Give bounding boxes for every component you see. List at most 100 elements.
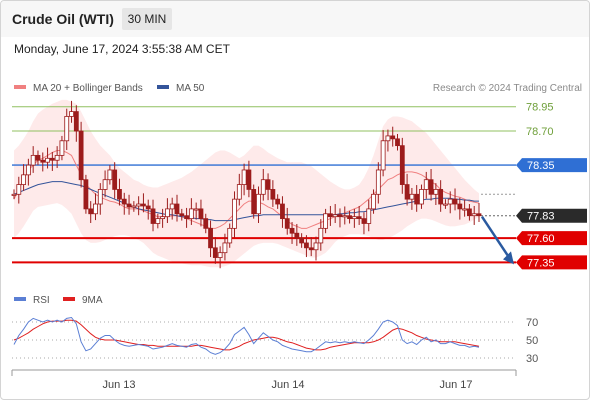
candle-body — [246, 169, 252, 190]
candle-body — [342, 215, 348, 218]
rsi-ma-legend-swatch — [63, 297, 75, 301]
last-price-label: 77.83 — [527, 211, 555, 223]
candle-body — [165, 208, 170, 218]
candle-body — [69, 111, 74, 117]
candle-body — [409, 193, 415, 200]
rsi-level-label-70: 70 — [526, 317, 538, 329]
rsi-ma-legend-label: 9MA — [82, 295, 103, 306]
candle-body — [145, 205, 151, 210]
pivot-label: 78.35 — [527, 160, 555, 172]
candle-body — [11, 193, 17, 196]
candle-body — [471, 213, 477, 217]
candle-body — [395, 138, 400, 147]
candle-body — [121, 198, 127, 205]
support-label-5: 77.35 — [527, 257, 555, 269]
candle-body — [102, 179, 108, 190]
candle-body — [227, 227, 233, 244]
candle-body — [337, 214, 343, 218]
candle-body — [30, 154, 36, 166]
candle-body — [174, 203, 180, 215]
candle-body — [423, 179, 429, 190]
candle-body — [361, 218, 367, 224]
candle-body — [270, 189, 276, 200]
candle-body — [390, 135, 396, 140]
candle-body — [25, 164, 31, 176]
candle-body — [366, 208, 372, 224]
forecast-arrow — [480, 216, 514, 265]
candle-body — [73, 111, 79, 132]
price-levels — [12, 106, 516, 264]
candle-body — [260, 179, 266, 195]
candle-body — [150, 208, 156, 224]
candle-body — [318, 227, 324, 244]
support-label-box-5 — [516, 255, 587, 270]
candle-body — [356, 216, 362, 220]
candle-body — [83, 179, 89, 210]
support-label-box-4 — [516, 231, 587, 246]
candle-body — [385, 135, 391, 142]
candle-body — [380, 140, 386, 171]
candle-body — [304, 242, 309, 249]
credit-text: Research © 2024 Trading Central — [433, 83, 582, 94]
candle-body — [40, 159, 46, 163]
candle-body — [21, 174, 26, 185]
rsi-level-label-30: 30 — [526, 353, 538, 365]
candle-body — [179, 213, 185, 217]
x-tick-jun14: Jun 14 — [271, 379, 304, 391]
candle-body — [428, 179, 434, 195]
candle-body — [327, 213, 333, 218]
ma50-legend-swatch — [157, 85, 169, 89]
candle-body — [232, 198, 237, 229]
candle-body — [452, 198, 458, 205]
candle-body — [399, 145, 405, 185]
candle-body — [97, 189, 103, 205]
candle-body — [433, 189, 439, 195]
chart-datetime: Monday, June 17, 2024 3:55:38 AM CET — [14, 42, 230, 56]
candle-body — [45, 157, 50, 163]
x-tick-jun17: Jun 17 — [439, 379, 472, 391]
candlesticks — [11, 100, 482, 269]
resistance-label-1: 78.70 — [526, 126, 554, 138]
candle-body — [49, 157, 55, 161]
candle-body — [35, 154, 41, 161]
candle-body — [275, 198, 281, 205]
candle-body — [280, 203, 285, 220]
support-label-4: 77.60 — [527, 233, 555, 245]
rsi-legend-label: RSI — [33, 295, 50, 306]
candle-body — [93, 203, 98, 215]
candle-body — [351, 216, 357, 220]
candle-body — [289, 227, 295, 234]
candle-body — [203, 218, 209, 229]
timeframe-badge[interactable]: 30 MIN — [122, 8, 172, 30]
candle-body — [284, 218, 290, 229]
candle-body — [184, 215, 189, 220]
ma20-legend-label: MA 20 + Bollinger Bands — [33, 83, 143, 94]
candle-body — [222, 242, 228, 254]
candle-body — [169, 203, 175, 210]
candle-body — [64, 116, 70, 142]
instrument-title: Crude Oil (WTI) — [12, 11, 114, 27]
rsi-line — [13, 316, 480, 355]
rsi-level-label-50: 50 — [526, 335, 538, 347]
candle-body — [131, 205, 137, 208]
candle-body — [241, 169, 247, 185]
candle-body — [78, 130, 84, 181]
rsi-panel: 70 50 30 — [12, 316, 538, 365]
ma50-legend-label: MA 50 — [176, 83, 205, 94]
candle-body — [126, 203, 132, 208]
rsi-ma-line — [13, 319, 480, 351]
x-tick-jun13: Jun 13 — [102, 379, 135, 391]
candle-body — [467, 208, 472, 217]
candle-body — [265, 179, 271, 190]
candle-body — [141, 203, 146, 207]
candle-body — [414, 193, 420, 205]
candle-body — [347, 215, 352, 220]
candle-body — [294, 232, 300, 239]
candle-body — [371, 193, 376, 210]
candle-body — [198, 208, 204, 220]
chart-header: Crude Oil (WTI) 30 MIN — [1, 1, 589, 37]
candle-body — [59, 140, 65, 156]
candle-body — [375, 169, 381, 195]
candle-body — [308, 247, 314, 251]
